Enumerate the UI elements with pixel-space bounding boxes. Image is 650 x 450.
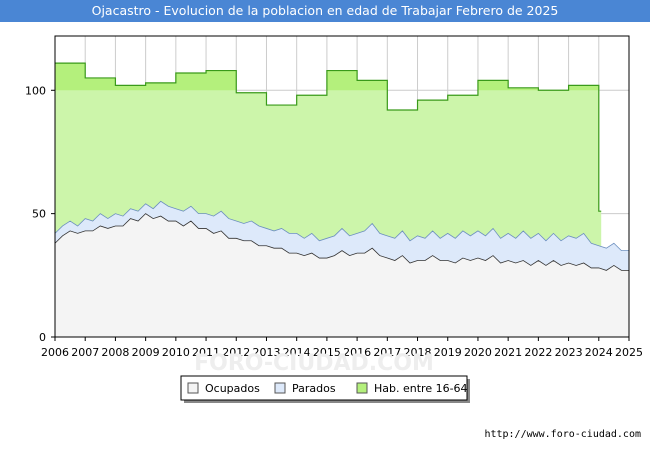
series-lines	[54, 62, 629, 271]
legend-swatch	[274, 382, 286, 394]
plot-frame	[54, 35, 630, 338]
y-tick-label: 50	[32, 208, 46, 221]
ocupados-line	[54, 213, 629, 271]
x-tick-label: 2021	[494, 346, 522, 359]
watermark: FORO-CIUDAD.COM	[194, 351, 434, 376]
y-axis: 0 50 100	[25, 84, 55, 344]
legend-label: Parados	[292, 382, 336, 395]
x-axis: 2006 2007 2008 2009 2010 2011 2012 2013 2014 2015…	[41, 337, 643, 359]
series-areas	[55, 63, 629, 337]
legend-swatch	[356, 382, 368, 394]
x-tick-label: 2008	[101, 346, 129, 359]
x-tick-label: 2011	[192, 346, 220, 359]
x-tick-label: 2016	[343, 346, 371, 359]
x-tick-label: 2020	[464, 346, 492, 359]
x-tick-label: 2007	[71, 346, 99, 359]
x-tick-label: 2019	[434, 346, 462, 359]
x-tick-label: 2015	[313, 346, 341, 359]
x-tick-label: 2017	[373, 346, 401, 359]
legend-swatch	[187, 382, 199, 394]
x-tick-label: 2024	[585, 346, 613, 359]
x-tick-label: 2010	[162, 346, 190, 359]
y-tick-label: 0	[39, 331, 46, 344]
legend-label: Ocupados	[205, 382, 260, 395]
x-tick-label: 2009	[132, 346, 160, 359]
x-tick-label: 2006	[41, 346, 69, 359]
x-tick-label: 2023	[555, 346, 583, 359]
x-tick-label: 2018	[404, 346, 432, 359]
x-tick-label: 2013	[252, 346, 280, 359]
x-tick-label: 2022	[524, 346, 552, 359]
footer-url: http://www.foro-ciudad.com	[484, 429, 641, 440]
hab-line	[55, 62, 602, 212]
x-tick-label: 2012	[222, 346, 250, 359]
x-tick-label: 2014	[283, 346, 311, 359]
chart-title: Ojacastro - Evolucion de la poblacion en…	[0, 0, 650, 22]
parados-line	[54, 200, 629, 252]
hab-area-above-100	[55, 63, 599, 91]
legend-label: Hab. entre 16-64	[374, 382, 468, 395]
ocupados-area	[55, 213, 629, 337]
y-tick-label: 100	[25, 84, 46, 97]
legend: Ocupados Parados Hab. entre 16-64	[180, 375, 470, 403]
x-tick-label: 2025	[615, 346, 643, 359]
